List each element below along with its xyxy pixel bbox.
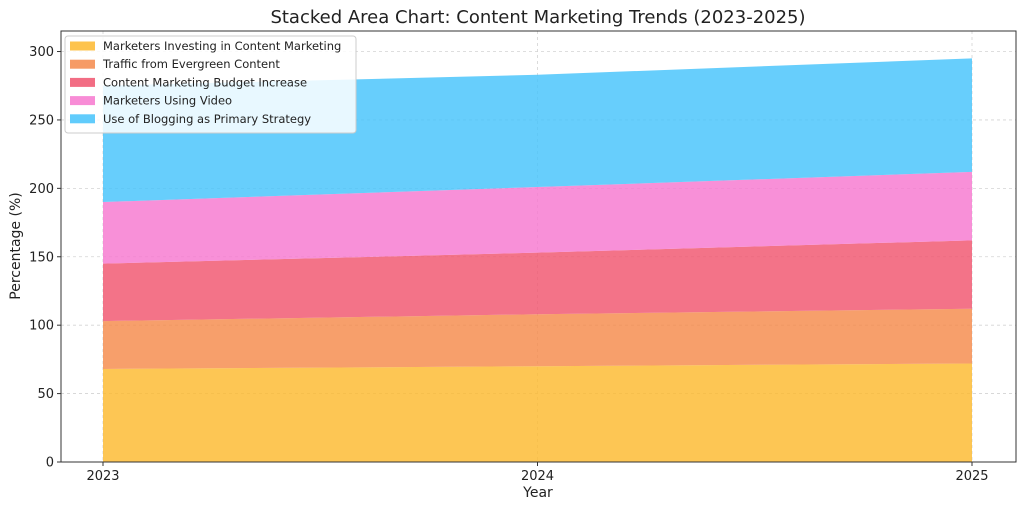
- area-series-traffic-from-evergreen-content: [103, 308, 972, 369]
- y-tick-label: 200: [29, 182, 54, 197]
- legend-box: [64, 35, 357, 134]
- legend-label: Content Marketing Budget Increase: [103, 75, 307, 89]
- y-tick-label: 250: [29, 113, 54, 128]
- y-tick-label: 50: [37, 387, 54, 402]
- area-series-marketers-investing-in-content-marketing: [103, 363, 972, 462]
- area-series-marketers-using-video: [103, 171, 972, 264]
- legend-swatch: [70, 96, 95, 106]
- legend-swatch: [70, 41, 95, 51]
- legend-swatch: [70, 114, 95, 124]
- x-tick-label: 2025: [955, 469, 988, 484]
- legend-label: Use of Blogging as Primary Strategy: [103, 112, 311, 126]
- x-tick-label: 2024: [521, 469, 554, 484]
- legend: Marketers Investing in Content Marketing…: [64, 35, 357, 134]
- axes: 0 50 100 150 200 250 300 2023 2024 2025: [29, 30, 1017, 484]
- chart-title: Stacked Area Chart: Content Marketing Tr…: [270, 7, 805, 28]
- legend-label: Traffic from Evergreen Content: [102, 57, 280, 71]
- y-tick-label: 300: [29, 45, 54, 60]
- y-tick-label: 100: [29, 319, 54, 334]
- legend-swatch: [70, 77, 95, 87]
- x-tick-label: 2023: [86, 469, 119, 484]
- x-axis-label: Year: [522, 485, 553, 501]
- area-series-content-marketing-budget-increase: [103, 240, 972, 322]
- y-axis-label: Percentage (%): [8, 192, 24, 299]
- legend-label: Marketers Investing in Content Marketing: [103, 39, 341, 53]
- legend-label: Marketers Using Video: [103, 94, 232, 108]
- plot-frame: [60, 30, 1017, 463]
- plot-areas: [103, 58, 972, 462]
- legend-swatch: [70, 59, 95, 69]
- y-tick-label: 150: [29, 250, 54, 265]
- y-tick-label: 0: [46, 456, 54, 471]
